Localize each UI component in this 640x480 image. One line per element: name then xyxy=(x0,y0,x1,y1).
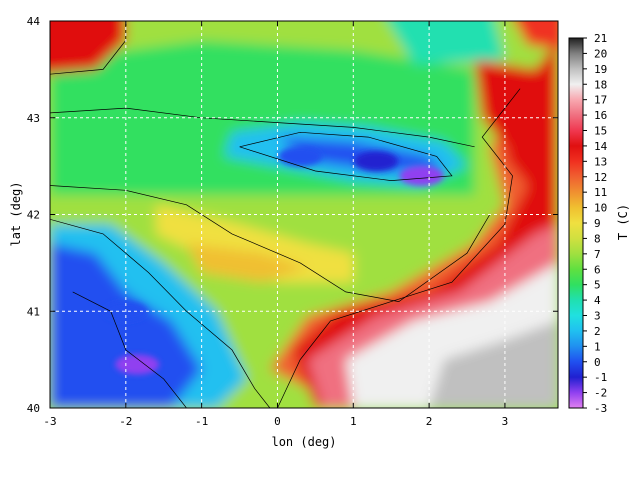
field-cell xyxy=(387,21,505,65)
colorbar-label: T (C) xyxy=(616,204,630,240)
colorbar-tick-label: 5 xyxy=(594,279,601,292)
y-tick-label: 42 xyxy=(27,209,40,222)
colorbar-tick-label: -3 xyxy=(594,402,607,415)
grid-lines xyxy=(50,21,558,408)
colorbar-tick-label: 9 xyxy=(594,217,601,230)
colorbar-tick-label: 20 xyxy=(594,47,607,60)
colorbar-tick-label: 14 xyxy=(594,140,608,153)
x-tick-label: -3 xyxy=(43,415,56,428)
x-axis-label: lon (deg) xyxy=(271,435,336,449)
colorbar-scale xyxy=(568,37,584,409)
colorbar-tick-label: -2 xyxy=(594,387,607,400)
colorbar-tick-label: 19 xyxy=(594,63,607,76)
field-cell xyxy=(186,243,308,283)
colorbar-tick-label: 2 xyxy=(594,325,601,338)
field-cell xyxy=(474,40,558,157)
y-tick-label: 43 xyxy=(27,112,40,125)
colorbar-tick-label: 3 xyxy=(594,310,601,323)
x-tick-label: 3 xyxy=(502,415,509,428)
contour-line xyxy=(239,131,453,181)
cold-spot xyxy=(354,151,399,172)
colorbar-tick-label: 7 xyxy=(594,248,601,261)
colorbar-tick-label: 13 xyxy=(594,155,607,168)
colorbar-tick-label: 17 xyxy=(594,94,607,107)
colorbar-tick-label: 16 xyxy=(594,109,607,122)
contour-line xyxy=(50,21,127,75)
y-tick-label: 44 xyxy=(27,15,41,28)
colorbar-tick-label: 4 xyxy=(594,294,601,307)
x-tick-label: 2 xyxy=(426,415,433,428)
cold-spot xyxy=(399,165,444,186)
colorbar-tick-label: 0 xyxy=(594,356,601,369)
colorbar-tick-label: -1 xyxy=(594,371,607,384)
x-tick-label: -2 xyxy=(119,415,132,428)
x-tick-label: -1 xyxy=(195,415,208,428)
colorbar-tick-label: 8 xyxy=(594,232,601,245)
colorbar-tick-label: 11 xyxy=(594,186,607,199)
x-tick-label: 0 xyxy=(274,415,281,428)
contour-line xyxy=(277,88,521,408)
y-tick-label: 40 xyxy=(27,402,40,415)
colorbar-tick-label: 6 xyxy=(594,263,601,276)
colorbar-tick-label: 18 xyxy=(594,78,607,91)
colorbar-tick-label: 21 xyxy=(594,32,607,45)
field-cell xyxy=(50,243,202,408)
cold-spot xyxy=(115,354,160,375)
y-tick-label: 41 xyxy=(27,305,40,318)
colorbar: 2120191817161514131211109876543210-1-2-3… xyxy=(568,32,630,415)
colorbar-tick-label: 15 xyxy=(594,125,607,138)
x-axis-ticks: -3 -2 -1 0 1 2 3 xyxy=(43,21,508,428)
contour-line xyxy=(50,185,491,302)
y-axis-ticks: 40 41 42 43 44 xyxy=(27,15,558,415)
colorbar-tick-label: 1 xyxy=(594,340,601,353)
colorbar-tick-label: 10 xyxy=(594,202,607,215)
colorbar-tick-label: 12 xyxy=(594,171,607,184)
field-cell xyxy=(50,21,126,73)
y-axis-label: lat (deg) xyxy=(9,181,23,246)
cold-spot xyxy=(278,146,323,167)
field-cell xyxy=(429,320,558,408)
contour-line xyxy=(72,291,187,408)
x-tick-label: 1 xyxy=(350,415,357,428)
field-cell xyxy=(515,21,558,50)
contour-line xyxy=(50,218,271,408)
